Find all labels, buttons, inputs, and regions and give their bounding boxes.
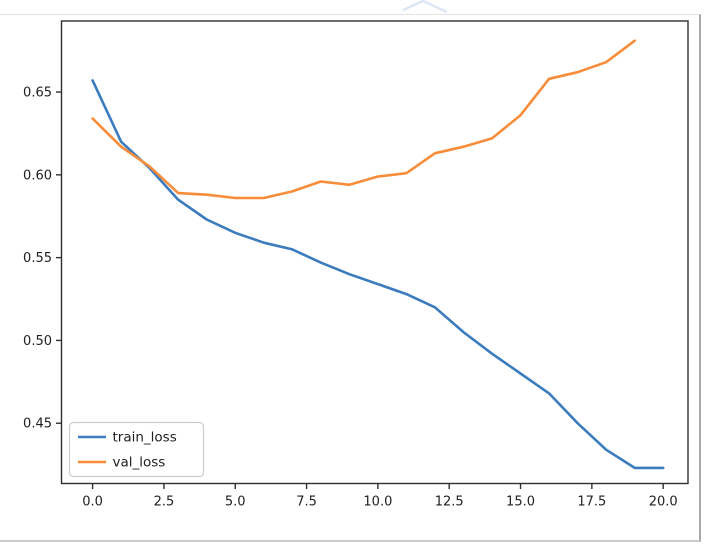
- y-tick-label: 0.45: [23, 417, 52, 432]
- x-tick-label: 5.0: [225, 495, 246, 510]
- x-tick-label: 2.5: [154, 495, 175, 510]
- y-tick-label: 0.65: [23, 86, 52, 101]
- legend-label: val_loss: [113, 455, 166, 471]
- x-tick-label: 12.5: [435, 495, 464, 510]
- series-layer: [91, 39, 665, 470]
- x-tick-label: 7.5: [296, 495, 317, 510]
- axes-frame: [60, 20, 689, 485]
- legend-label: train_loss: [113, 430, 177, 446]
- series-line-train_loss: [91, 79, 665, 470]
- axes-layer: 0.0 2.5 5.0 7.5 10.0 12.5 15.0 17.5 20.0 0.45 0.50…: [23, 20, 689, 510]
- series-line-val_loss: [91, 39, 637, 200]
- x-tick-label: 20.0: [649, 495, 678, 510]
- legend: train_loss val_loss: [68, 421, 205, 478]
- cropped-artifact: [402, 0, 448, 14]
- x-tick-label: 15.0: [506, 495, 535, 510]
- x-tick-label: 17.5: [577, 495, 606, 510]
- y-tick-label: 0.60: [23, 168, 52, 183]
- x-tick-label: 10.0: [363, 495, 392, 510]
- y-tick-label: 0.55: [23, 251, 52, 266]
- y-tick-label: 0.50: [23, 334, 52, 349]
- x-tick-label: 0.0: [82, 495, 103, 510]
